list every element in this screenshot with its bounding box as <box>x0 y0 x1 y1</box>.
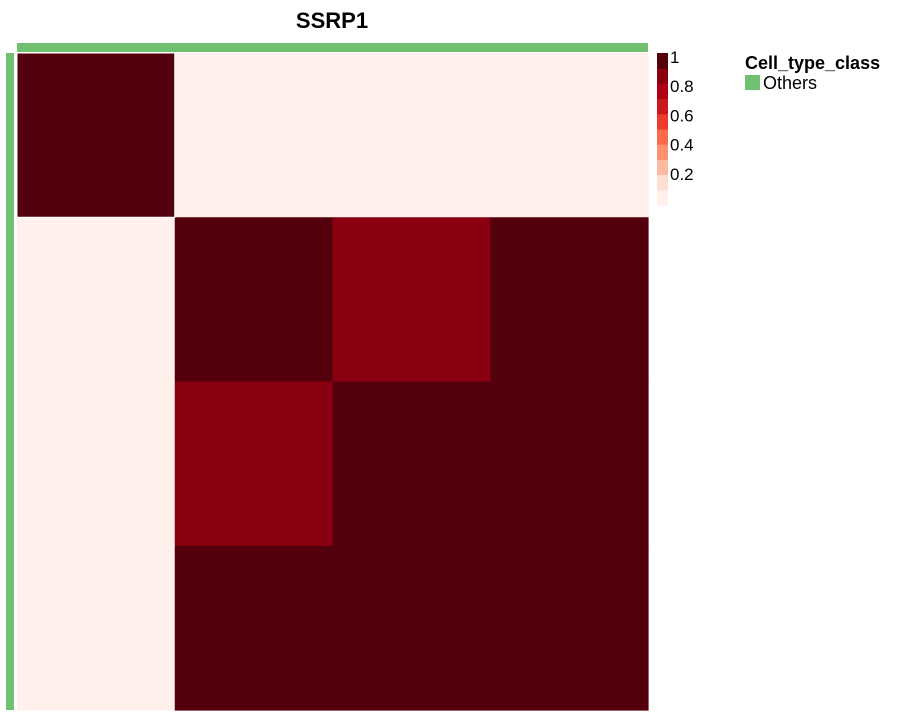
heatmap-cell-r1-c3 <box>490 217 649 383</box>
color-scale-legend: 0.2 0.4 0.6 0.8 1 <box>657 48 694 206</box>
colorbar-segment-1 <box>657 174 668 191</box>
heatmap-cell-r0-c2 <box>332 53 491 218</box>
annotation-legend-label: Others <box>763 73 817 93</box>
heatmap-cell-r1-c2 <box>332 217 491 383</box>
column-annotation-bar <box>17 43 648 52</box>
chart-title: SSRP1 <box>296 8 368 33</box>
heatmap-cell-r1-c0 <box>17 217 176 383</box>
heatmap-cells <box>16 52 649 711</box>
heatmap-cell-r3-c1 <box>174 545 334 711</box>
colorbar-tick-label: 0.2 <box>670 165 694 184</box>
annotation-legend-title: Cell_type_class <box>745 53 880 73</box>
heatmap-cell-r2-c0 <box>17 381 176 547</box>
heatmap-cell-r3-c0 <box>17 545 176 711</box>
heatmap-cell-r3-c2 <box>332 545 491 711</box>
heatmap-cell-r0-c0 <box>17 53 176 218</box>
colorbar-segment-4 <box>657 129 668 145</box>
colorbar-segment-8 <box>657 68 668 84</box>
colorbar-segment-9 <box>657 53 668 69</box>
colorbar-tick-label: 0.6 <box>670 106 694 125</box>
heatmap-cell-r1-c1 <box>174 217 334 383</box>
heatmap-cell-r2-c1 <box>174 381 334 547</box>
heatmap-cell-r3-c3 <box>490 545 649 711</box>
heatmap-cell-r0-c3 <box>490 53 649 218</box>
row-annotation-bar <box>6 53 14 710</box>
colorbar-segment-0 <box>657 189 668 206</box>
colorbar-segment-3 <box>657 144 668 160</box>
heatmap-cell-r2-c2 <box>332 381 491 547</box>
colorbar-tick-label: 0.4 <box>670 136 694 155</box>
heatmap-cell-r0-c1 <box>174 53 334 218</box>
colorbar-segment-5 <box>657 113 668 130</box>
annotation-legend-swatch <box>745 75 760 90</box>
colorbar-segment-7 <box>657 83 668 100</box>
block-outline <box>16 52 176 218</box>
colorbar-tick-label: 1 <box>670 48 679 67</box>
colorbar-segment-2 <box>657 159 668 176</box>
colorbar-segment-6 <box>657 98 668 115</box>
colorbar-tick-label: 0.8 <box>670 77 694 96</box>
heatmap-cell-r2-c3 <box>490 381 649 547</box>
